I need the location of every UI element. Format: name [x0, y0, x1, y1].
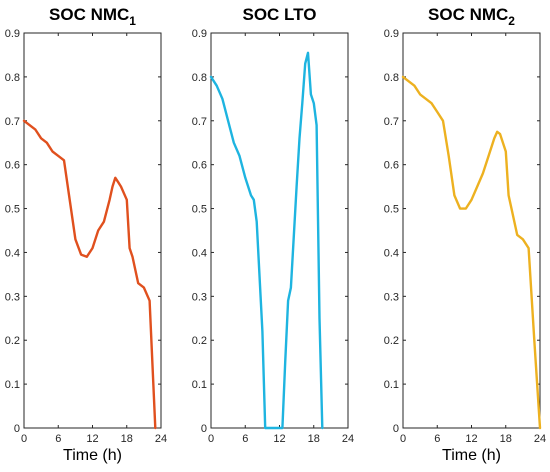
chart-title-subscript: 1 [129, 14, 136, 28]
chart-title: SOC NMC2 [428, 5, 515, 28]
x-tick-label: 24 [155, 433, 167, 445]
x-tick-label: 18 [121, 433, 133, 445]
series-line [209, 51, 324, 430]
chart-title-main: SOC LTO [243, 5, 317, 24]
plot-area [402, 32, 541, 429]
x-tick-label: 12 [86, 433, 98, 445]
y-tick-label: 0.2 [384, 335, 399, 347]
y-tick-label: 0.2 [192, 335, 207, 347]
y-tick-label: 0.7 [384, 116, 399, 128]
y-tick-label: 0.5 [192, 204, 207, 216]
y-tick-label: 0.4 [192, 247, 207, 259]
plot-area [210, 32, 349, 429]
series-line [22, 119, 157, 430]
x-tick-label: 0 [400, 433, 406, 445]
y-tick-label: 0.8 [5, 72, 20, 84]
y-tick-label: 0.8 [192, 72, 207, 84]
y-tick-label: 0.6 [384, 160, 399, 172]
x-axis-label: Time (h) [63, 447, 122, 464]
y-tick-label: 0.4 [384, 247, 399, 259]
y-tick-label: 0.5 [5, 204, 20, 216]
x-tick-label: 12 [465, 433, 477, 445]
y-tick-label: 0.1 [192, 379, 207, 391]
x-tick-label: 6 [242, 433, 248, 445]
y-tick-label: 0 [14, 423, 20, 435]
y-tick-label: 0 [201, 423, 207, 435]
x-tick-label: 0 [21, 433, 27, 445]
series-line [401, 75, 542, 430]
y-tick-label: 0.4 [5, 247, 20, 259]
x-tick-label: 6 [434, 433, 440, 445]
y-tick-label: 0.9 [5, 28, 20, 40]
y-tick-label: 0.1 [384, 379, 399, 391]
x-tick-label: 0 [208, 433, 214, 445]
plot-area [23, 32, 162, 429]
y-tick-label: 0.7 [5, 116, 20, 128]
y-tick-label: 0.3 [384, 291, 399, 303]
y-tick-label: 0.8 [384, 72, 399, 84]
x-tick-label: 6 [55, 433, 61, 445]
x-tick-label: 18 [500, 433, 512, 445]
chart-title-main: SOC NMC [49, 5, 129, 24]
y-tick-label: 0.9 [192, 28, 207, 40]
chart-title: SOC NMC1 [49, 5, 136, 28]
chart-title-main: SOC NMC [428, 5, 508, 24]
x-tick-label: 24 [534, 433, 546, 445]
y-tick-label: 0 [393, 423, 399, 435]
chart-title-subscript: 2 [508, 14, 515, 28]
chart-panel-3: SOC NMC2 0 0.1 0.2 0.3 0.4 0.5 0.6 0.7 0.8 0.9 0 6 12… [384, 5, 546, 464]
x-tick-label: 18 [308, 433, 320, 445]
y-tick-label: 0.6 [5, 160, 20, 172]
y-tick-label: 0.5 [384, 204, 399, 216]
y-tick-label: 0.1 [5, 379, 20, 391]
x-axis-label: Time (h) [442, 447, 501, 464]
y-tick-label: 0.7 [192, 116, 207, 128]
y-tick-label: 0.6 [192, 160, 207, 172]
chart-panel-2: SOC LTO 0 0.1 0.2 0.3 0.4 0.5 0.6 0.7 0.8 0.9 0 6 12 1… [192, 5, 354, 445]
y-tick-label: 0.3 [192, 291, 207, 303]
x-tick-label: 12 [273, 433, 285, 445]
x-tick-label: 24 [342, 433, 354, 445]
y-tick-label: 0.9 [384, 28, 399, 40]
chart-title: SOC LTO [243, 5, 317, 24]
y-tick-label: 0.2 [5, 335, 20, 347]
y-tick-label: 0.3 [5, 291, 20, 303]
